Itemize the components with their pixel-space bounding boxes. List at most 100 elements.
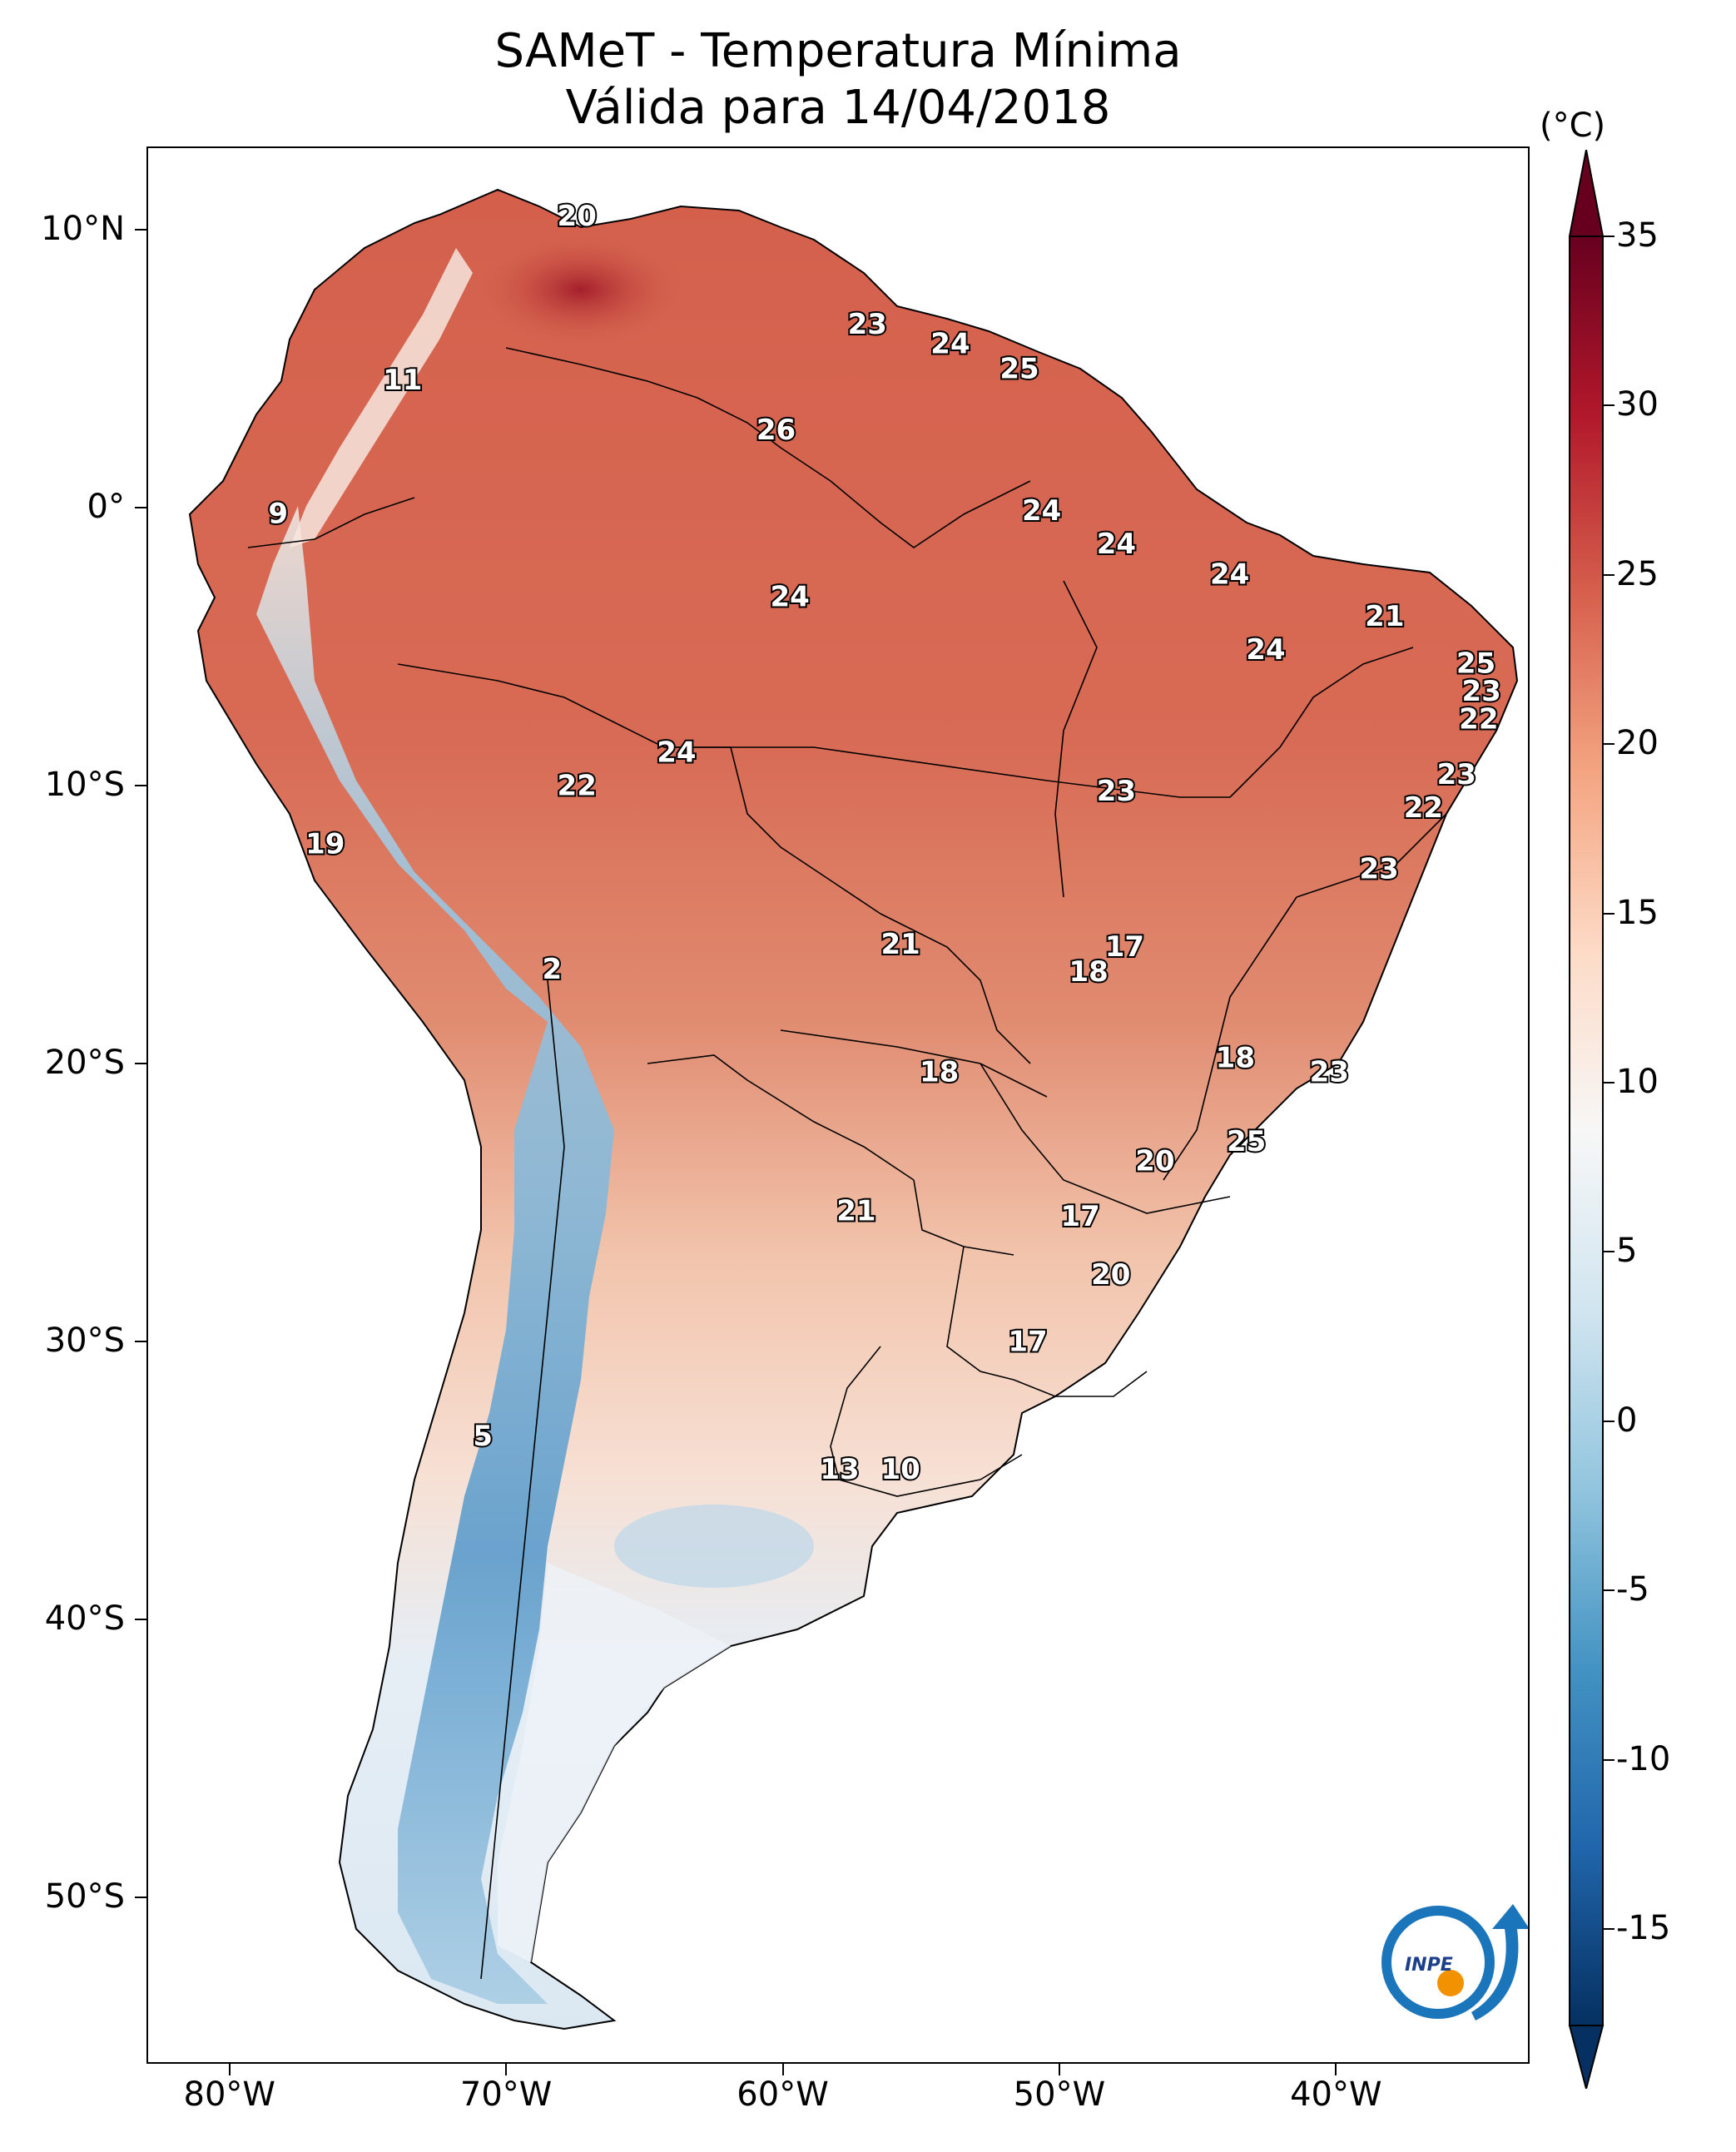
lon-tick-label: 50°W	[1013, 2075, 1106, 2114]
colorbar-tick-label: -5	[1616, 1570, 1649, 1609]
temperature-label: 26	[756, 414, 796, 447]
colorbar-tick-mark	[1603, 912, 1614, 915]
lat-tick-label: 50°S	[44, 1877, 125, 1916]
lat-tick-mark	[135, 507, 146, 509]
temperature-label: 19	[305, 828, 345, 861]
title-line-2: Válida para 14/04/2018	[565, 81, 1111, 135]
patagonia-pale	[498, 1563, 731, 1962]
colorbar-tick-label: 5	[1616, 1232, 1638, 1271]
lon-tick-label: 60°W	[737, 2075, 829, 2114]
colorbar-tick-mark	[1603, 1928, 1614, 1930]
colorbar-tick-mark	[1603, 743, 1614, 746]
temperature-label: 25	[999, 353, 1039, 386]
temperature-label: 21	[880, 928, 920, 961]
inpe-logo: INPE	[1381, 1904, 1528, 2021]
lat-tick-label: 20°S	[44, 1043, 125, 1082]
hot-core-venezuela	[473, 231, 689, 348]
colorbar-tick-label: 10	[1616, 1063, 1659, 1101]
lon-tick-label: 40°W	[1290, 2075, 1382, 2114]
temperature-label: 17	[1061, 1200, 1100, 1233]
colorbar-tick-mark	[1603, 1420, 1614, 1422]
temperature-label: 21	[1365, 600, 1404, 633]
lon-tick-label: 80°W	[183, 2075, 275, 2114]
temperature-label: 5	[473, 1420, 493, 1453]
lon-tick-label: 70°W	[459, 2075, 553, 2114]
colorbar-tick-mark	[1603, 1589, 1614, 1592]
map-panel: 20 23 24 25 11 26 9 24 24 24 24 21 24 25 23 22 24 23 22 23 2…	[146, 146, 1530, 2064]
andes-cold-band	[256, 506, 614, 2004]
temperature-label: 20	[1135, 1144, 1174, 1178]
temperature-label: 18	[920, 1055, 959, 1088]
lon-tick-mark	[781, 2064, 784, 2075]
temperature-label: 18	[1069, 955, 1108, 989]
colorbar-tick-label: -15	[1616, 1909, 1671, 1947]
lat-tick-label: 40°S	[44, 1599, 125, 1638]
colorbar-tick-label: 0	[1616, 1401, 1638, 1440]
colorbar-unit: (°C)	[1540, 107, 1606, 145]
colorbar-tick-label: 15	[1616, 893, 1659, 932]
temperature-label: 20	[1091, 1258, 1130, 1292]
temperature-label: 10	[880, 1453, 920, 1486]
colorbar-tick-label: 35	[1616, 216, 1659, 255]
temperature-label: 17	[1008, 1325, 1047, 1358]
colorbar-tick-mark	[1603, 1758, 1614, 1761]
temperature-label: 23	[848, 308, 887, 341]
temperature-label: 22	[1459, 702, 1498, 736]
temperature-label: 18	[1216, 1042, 1255, 1075]
temperature-label: 17	[1105, 930, 1144, 964]
temperature-label: 11	[383, 364, 422, 397]
title-line-1: SAMeT - Temperatura Mínima	[494, 24, 1182, 78]
temperature-label: 24	[657, 736, 696, 769]
lat-tick-label: 30°S	[44, 1321, 125, 1360]
lat-tick-mark	[135, 1896, 146, 1898]
colorbar-outline	[1569, 236, 1604, 2026]
colorbar	[1568, 150, 1605, 2089]
inpe-logo-arrow	[1471, 1904, 1528, 2021]
inpe-logo-dot	[1437, 1970, 1464, 1996]
temperature-label: 9	[268, 497, 288, 530]
lat-tick-mark	[135, 1062, 146, 1064]
continent-shading	[188, 188, 1519, 2031]
colorbar-tick-label: -10	[1616, 1739, 1671, 1778]
colorbar-tick-mark	[1603, 236, 1614, 237]
lat-tick-label: 10°S	[44, 766, 125, 804]
lat-tick-label: 10°N	[41, 210, 125, 249]
temperature-label: 20	[558, 200, 597, 233]
temperature-label: 24	[930, 328, 970, 361]
colorbar-tick-mark	[1603, 1082, 1614, 1083]
temperature-label: 23	[1310, 1055, 1349, 1088]
temperature-label: 13	[820, 1453, 859, 1486]
colombian-andes	[290, 248, 473, 548]
lat-tick-mark	[135, 1340, 146, 1342]
lon-tick-mark	[228, 2064, 231, 2075]
temperature-label: 23	[1097, 775, 1136, 808]
temperature-label: 21	[836, 1194, 875, 1227]
temperature-label: 23	[1462, 675, 1501, 708]
temperature-label: 2	[542, 953, 562, 986]
temperature-label: 22	[1404, 791, 1443, 825]
inpe-logo-text: INPE	[1405, 1955, 1453, 1976]
lat-tick-label: 0°	[87, 488, 125, 527]
colorbar-tick-label: 30	[1616, 385, 1659, 424]
political-borders	[247, 347, 1447, 1980]
inpe-logo-ring	[1381, 1906, 1495, 2019]
temperature-label: 24	[1022, 494, 1061, 528]
map-title: SAMeT - Temperatura Mínima Válida para 1…	[146, 23, 1530, 136]
temperature-label: 24	[771, 580, 810, 613]
pampa-cool-patch	[614, 1505, 814, 1588]
colorbar-bar	[1570, 236, 1603, 2026]
colorbar-top-arrow	[1568, 150, 1605, 237]
colorbar-tick-mark	[1603, 404, 1614, 407]
lon-tick-mark	[1335, 2064, 1337, 2075]
colorbar-tick-label: 20	[1616, 724, 1659, 763]
temperature-label: 24	[1210, 558, 1249, 592]
temperature-label: 22	[558, 770, 597, 803]
temperature-label: 23	[1437, 758, 1476, 791]
temperature-label: 25	[1456, 647, 1495, 681]
south-america-landmass	[188, 188, 1519, 2031]
temperature-label: 24	[1246, 633, 1285, 667]
lat-tick-mark	[135, 785, 146, 786]
colorbar-tick-mark	[1603, 573, 1614, 576]
